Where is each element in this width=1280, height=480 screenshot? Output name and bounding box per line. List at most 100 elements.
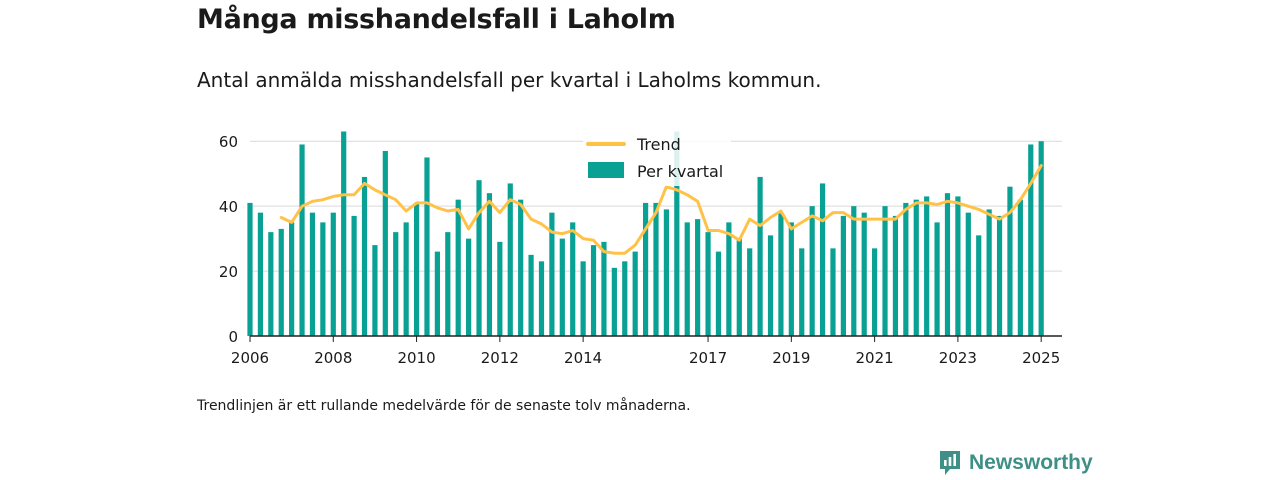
bar[interactable]	[757, 176, 763, 336]
bar[interactable]	[549, 212, 555, 336]
bar[interactable]	[996, 215, 1003, 336]
bar[interactable]	[924, 196, 930, 336]
bar[interactable]	[434, 251, 440, 336]
x-tick-label: 2010	[397, 349, 435, 367]
bar[interactable]	[341, 131, 347, 336]
bar[interactable]	[476, 180, 482, 336]
bar[interactable]	[403, 222, 409, 336]
trend-line[interactable]	[279, 164, 1043, 255]
bar[interactable]	[778, 212, 784, 336]
bar[interactable]	[736, 238, 742, 336]
bar[interactable]	[684, 222, 690, 336]
bar[interactable]	[330, 212, 336, 336]
bar[interactable]	[507, 183, 513, 336]
footnote: Trendlinjen är ett rullande medelvärde f…	[197, 398, 691, 414]
bar[interactable]	[747, 248, 753, 336]
bar[interactable]	[1017, 199, 1023, 336]
bar[interactable]	[257, 212, 264, 336]
legend[interactable]: Trend Per kvartal	[583, 128, 731, 186]
x-tick-label: 2006	[231, 349, 269, 367]
trend-series	[279, 164, 1043, 255]
bar[interactable]	[497, 241, 503, 336]
legend-bar-label[interactable]: Per kvartal	[637, 162, 723, 181]
bar[interactable]	[767, 235, 774, 336]
bar[interactable]	[413, 202, 420, 336]
bar[interactable]	[861, 212, 867, 336]
bar[interactable]	[788, 222, 794, 336]
bar[interactable]	[872, 248, 878, 336]
bar[interactable]	[289, 222, 295, 336]
bar[interactable]	[882, 206, 888, 336]
bar[interactable]	[351, 215, 357, 336]
y-tick-label: 40	[219, 198, 238, 216]
bar[interactable]	[799, 248, 805, 336]
brand[interactable]: Newsworthy	[938, 449, 1093, 477]
bar[interactable]	[715, 251, 722, 336]
bar[interactable]	[278, 228, 284, 336]
chart-subtitle: Antal anmälda misshandelsfall per kvarta…	[197, 68, 822, 92]
legend-trend-label[interactable]: Trend	[636, 135, 681, 154]
bar[interactable]	[622, 261, 628, 336]
bar[interactable]	[944, 193, 951, 336]
bar[interactable]	[642, 202, 649, 336]
bar[interactable]	[320, 222, 326, 336]
bar[interactable]	[538, 261, 545, 336]
bar[interactable]	[632, 251, 638, 336]
bar[interactable]	[903, 202, 909, 336]
bar[interactable]	[840, 215, 846, 336]
bar[interactable]	[580, 261, 586, 336]
bar[interactable]	[674, 131, 680, 336]
newsworthy-logo-icon	[940, 451, 960, 475]
bar[interactable]	[705, 232, 711, 336]
bar[interactable]	[528, 254, 534, 336]
bar[interactable]	[361, 176, 368, 336]
bar[interactable]	[934, 222, 940, 336]
bar[interactable]	[299, 144, 305, 336]
bar[interactable]	[601, 241, 607, 336]
bar[interactable]	[559, 238, 565, 336]
bar[interactable]	[653, 202, 659, 336]
bar[interactable]	[466, 238, 472, 336]
bar[interactable]	[393, 232, 399, 336]
x-tick-label: 2019	[772, 349, 810, 367]
bar[interactable]	[518, 199, 524, 336]
bar[interactable]	[955, 196, 961, 336]
bar[interactable]	[851, 206, 857, 336]
bar[interactable]	[372, 245, 378, 336]
x-tick-label: 2012	[481, 349, 519, 367]
bar[interactable]	[965, 212, 971, 336]
x-tick-label: 2025	[1022, 349, 1060, 367]
bar[interactable]	[486, 193, 493, 336]
bar[interactable]	[913, 199, 919, 336]
bar[interactable]	[819, 183, 826, 336]
bar[interactable]	[726, 222, 732, 336]
bar[interactable]	[663, 209, 670, 336]
bar[interactable]	[424, 157, 430, 336]
bar[interactable]	[590, 245, 597, 336]
bar[interactable]	[986, 209, 992, 336]
bar[interactable]	[611, 267, 617, 336]
bar[interactable]	[976, 235, 982, 336]
bar[interactable]	[309, 212, 316, 336]
bar[interactable]	[247, 202, 253, 336]
bar[interactable]	[809, 206, 815, 336]
brand-name[interactable]: Newsworthy	[969, 451, 1093, 474]
x-tick-label: 2021	[856, 349, 894, 367]
bar[interactable]	[268, 232, 274, 336]
bar[interactable]	[1007, 186, 1013, 336]
bar[interactable]	[830, 248, 836, 336]
bar[interactable]	[695, 219, 701, 336]
x-tick-label: 2023	[939, 349, 977, 367]
bar[interactable]	[1038, 141, 1044, 336]
y-tick-label: 60	[219, 133, 238, 151]
bar[interactable]	[1028, 144, 1034, 336]
chart: 2006 2008 2010 2012 2014 2017 2019 2021 2023 2025…	[218, 128, 1062, 367]
bar[interactable]	[570, 222, 576, 336]
bar[interactable]	[455, 199, 461, 336]
x-tick-label: 2014	[564, 349, 602, 367]
bar[interactable]	[382, 150, 388, 336]
bar[interactable]	[445, 232, 451, 336]
chart-title: Många misshandelsfall i Laholm	[197, 4, 676, 35]
bar[interactable]	[892, 215, 899, 336]
y-tick-label: 0	[228, 328, 238, 346]
